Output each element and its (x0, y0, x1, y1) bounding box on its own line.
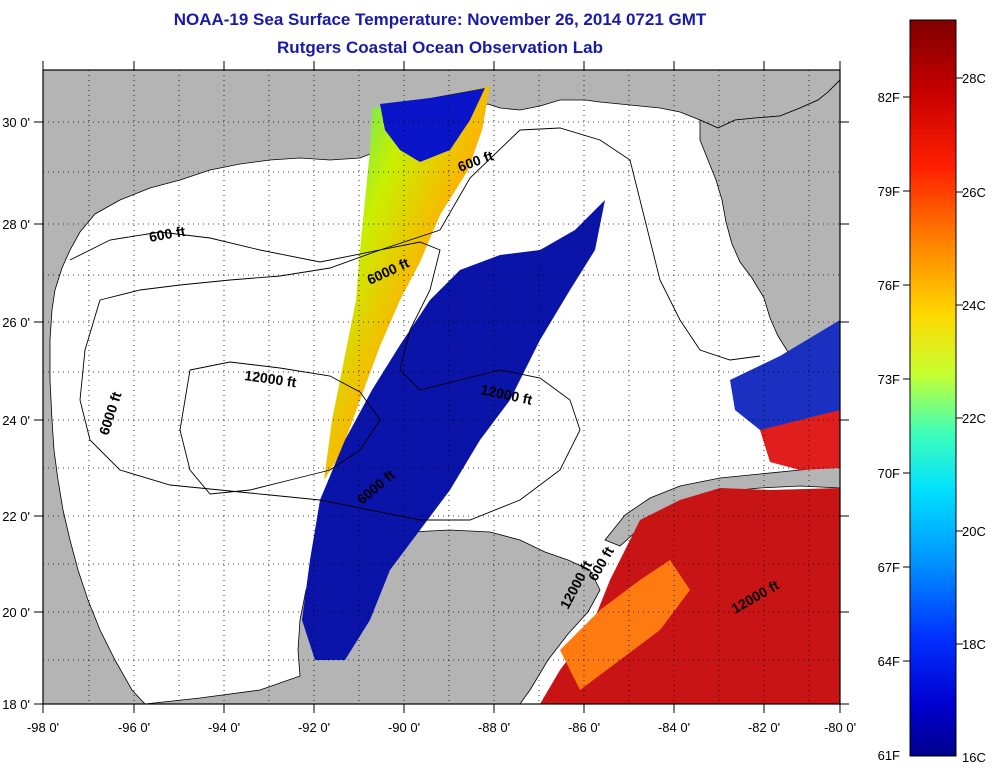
colorbar-c-label: 24C (962, 298, 986, 313)
lat-tick-label: 26 0' (2, 315, 30, 330)
lon-tick-label: -98 0' (27, 720, 59, 735)
colorbar-f-label: 61F (878, 748, 900, 763)
contour-600ft (69, 127, 761, 361)
sst-warm-patch (560, 560, 690, 690)
sst-warm-strait (760, 410, 840, 470)
lat-tick-label: 28 0' (2, 217, 30, 232)
lat-tick-label: 30 0' (2, 115, 30, 130)
colorbar-f-label: 82F (878, 90, 900, 105)
tick-marks (34, 61, 849, 713)
lat-tick-label: 18 0' (2, 697, 30, 712)
lon-tick-label: -80 0' (824, 720, 856, 735)
colorbar-f-label: 67F (878, 560, 900, 575)
colorbar-c-label: 16C (962, 750, 986, 765)
lon-tick-label: -90 0' (388, 720, 420, 735)
colorbar-f-label: 73F (878, 372, 900, 387)
lat-tick-label: 22 0' (2, 509, 30, 524)
lon-tick-label: -96 0' (118, 720, 150, 735)
contour-label: 600 ft (148, 223, 187, 245)
contour-label: 12000 ft (244, 367, 298, 390)
sst-swath-north-cold (380, 88, 485, 162)
map-title: NOAA-19 Sea Surface Temperature: Novembe… (173, 10, 707, 29)
colorbar-c-label: 20C (962, 524, 986, 539)
colorbar-fahrenheit-labels: 82F 79F 76F 73F 70F 67F 64F 61F (878, 90, 900, 763)
colorbar-f-label: 76F (878, 278, 900, 293)
colorbar-c-label: 22C (962, 411, 986, 426)
colorbar-f-label: 79F (878, 184, 900, 199)
latitude-labels: 18 0' 20 0' 22 0' 24 0' 26 0' 28 0' 30 0… (2, 115, 30, 712)
longitude-labels: -98 0' -96 0' -94 0' -92 0' -90 0' -88 0… (27, 720, 856, 735)
colorbar-c-label: 28C (962, 71, 986, 86)
contour-12000ft (179, 361, 381, 495)
sst-swath-central-cold (302, 200, 605, 660)
colorbar (909, 19, 957, 757)
bathymetry-contours (69, 127, 761, 521)
lon-tick-label: -84 0' (658, 720, 690, 735)
colorbar-f-label: 64F (878, 654, 900, 669)
lon-tick-label: -88 0' (478, 720, 510, 735)
lon-tick-label: -82 0' (748, 720, 780, 735)
colorbar-celsius-labels: 28C 26C 24C 22C 20C 18C 16C (962, 71, 986, 765)
lat-tick-label: 24 0' (2, 413, 30, 428)
lon-tick-label: -92 0' (298, 720, 330, 735)
lon-tick-label: -86 0' (568, 720, 600, 735)
colorbar-c-label: 26C (962, 185, 986, 200)
lat-tick-label: 20 0' (2, 605, 30, 620)
sst-swath-north (324, 86, 490, 480)
sst-swath-east-cold (730, 320, 840, 440)
lat-lon-grid (43, 70, 840, 704)
contour-6000ft (79, 241, 581, 521)
map-frame (42, 69, 841, 705)
colorbar-f-label: 70F (878, 466, 900, 481)
map-subtitle: Rutgers Coastal Ocean Observation Lab (277, 38, 603, 57)
lon-tick-label: -94 0' (208, 720, 240, 735)
colorbar-ticks (903, 77, 963, 662)
land-mexico-yucatan (144, 529, 601, 704)
colorbar-c-label: 18C (962, 637, 986, 652)
